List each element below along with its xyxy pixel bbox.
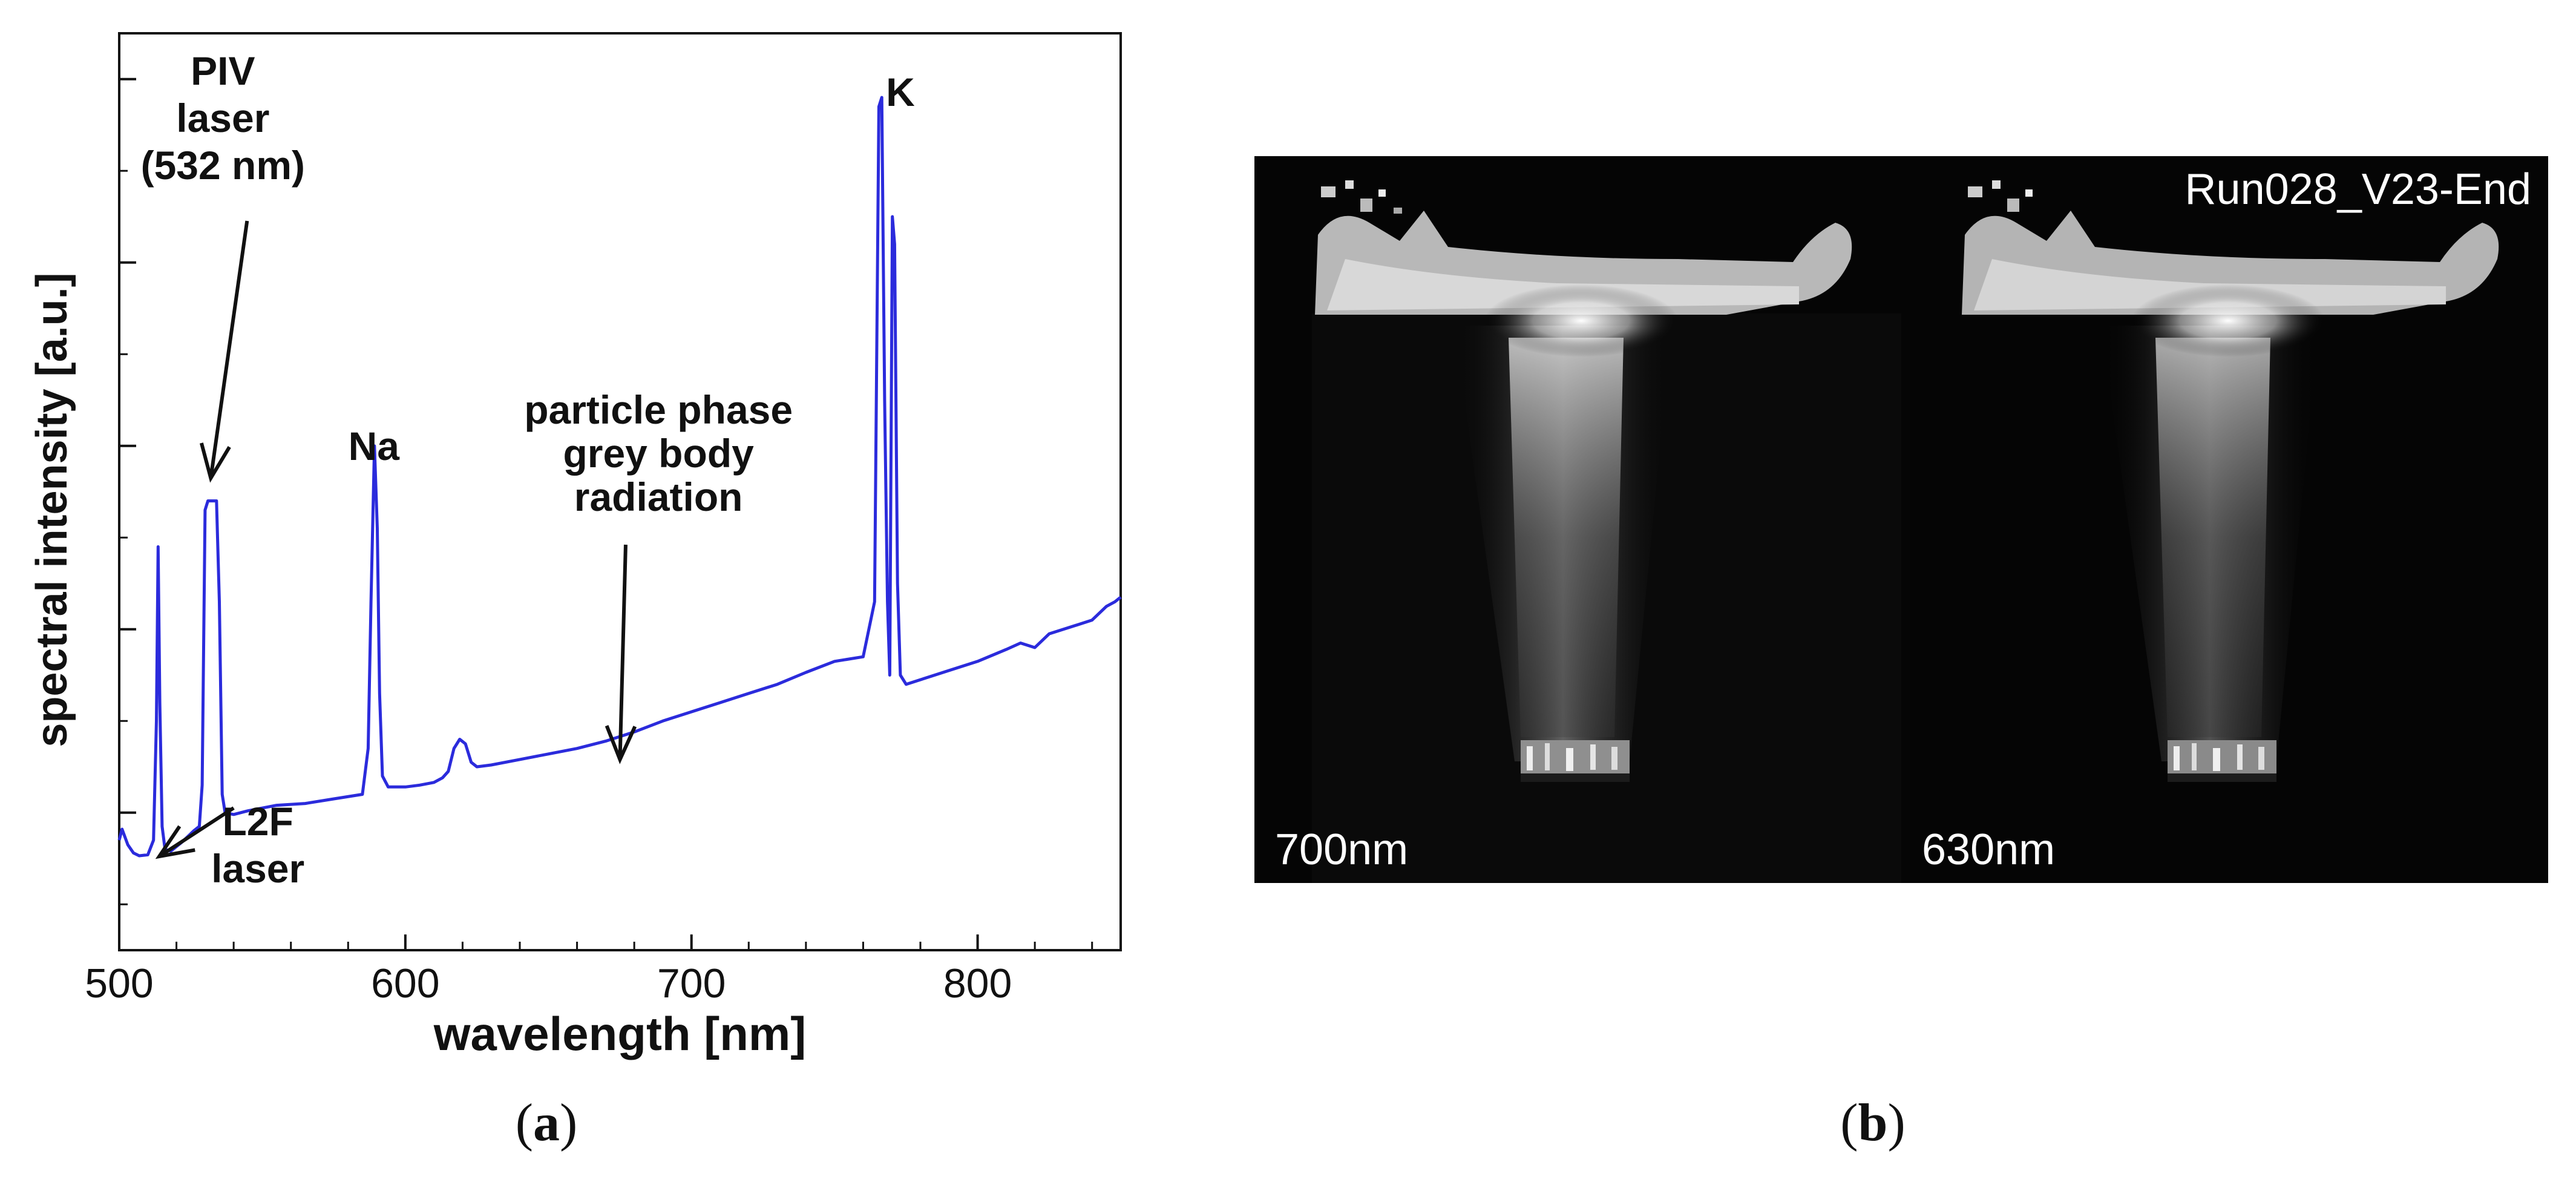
wavelength-label-right: 630nm	[1922, 826, 2056, 874]
x-axis-label: wavelength [nm]	[433, 1007, 806, 1060]
piv-laser-annotation: PIV	[191, 48, 255, 93]
flame-image-700	[1254, 156, 1901, 883]
y-axis-label: spectral intensity [a.u.]	[28, 272, 76, 747]
piv-laser-annotation: laser	[176, 96, 269, 140]
panel-b-label: b	[1858, 1094, 1888, 1152]
x-tick-label: 700	[657, 960, 726, 1006]
spectrum-chart: 500 600 700 800 wavelength [nm] spectral inte…	[28, 32, 1122, 1060]
plot-frame	[118, 32, 1122, 951]
grey-body-annotation: radiation	[574, 474, 743, 519]
l2f-arrow-head	[155, 825, 195, 859]
x-tick-label: 500	[85, 960, 153, 1006]
grey-body-annotation: particle phase	[524, 387, 793, 432]
image-panel: 700nm	[1254, 156, 2548, 883]
panel-b-caption: (b)	[1840, 1094, 1906, 1152]
k-annotation: K	[886, 70, 915, 114]
flame-image-630	[1901, 156, 2548, 883]
piv-laser-annotation: (532 nm)	[141, 143, 305, 188]
run-label: Run028_V23-End	[2184, 165, 2531, 214]
l2f-arrow	[158, 806, 235, 858]
l2f-annotation: L2F	[222, 799, 293, 844]
x-tick-label: 800	[943, 960, 1012, 1006]
piv-arrow	[209, 220, 249, 479]
l2f-annotation: laser	[211, 846, 304, 891]
spectrum-line	[117, 96, 1122, 858]
frame-700nm: 700nm	[1254, 156, 1901, 883]
frame-630nm: 630nm	[1901, 156, 2548, 883]
grey-arrow-head	[605, 725, 637, 764]
wavelength-label-left: 700nm	[1275, 826, 1409, 874]
panel-a-caption: (a)	[515, 1094, 578, 1152]
grey-body-annotation: grey body	[563, 431, 754, 476]
piv-arrow-head	[200, 442, 231, 483]
na-annotation: Na	[349, 424, 401, 468]
panel-a-label: a	[533, 1094, 560, 1152]
x-tick-label: 600	[371, 960, 439, 1006]
grey-arrow	[618, 544, 628, 760]
